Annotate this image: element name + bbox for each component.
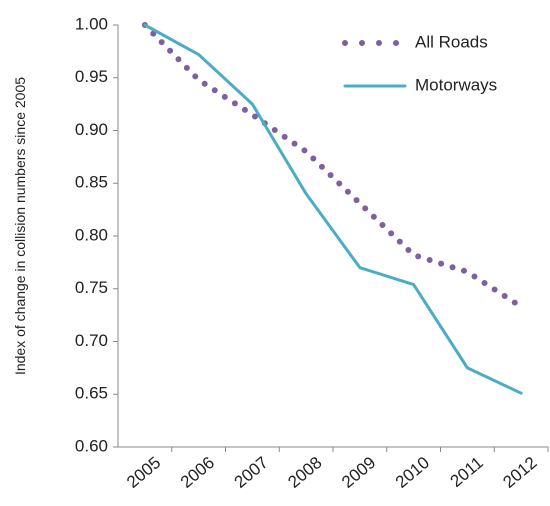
y-tick-label: 1.00 [75,14,108,33]
series-line [141,22,525,310]
x-tick-label: 2010 [392,453,433,492]
x-tick-label: 2009 [338,453,379,492]
x-tick-label: 2007 [231,453,272,492]
legend-label: Motorways [415,75,497,94]
y-tick-label: 0.60 [75,436,108,455]
x-tick-label: 2006 [177,453,218,492]
y-tick-label: 0.70 [75,331,108,350]
legend-label: All Roads [415,32,488,51]
series-line [143,23,523,395]
y-tick-label: 0.95 [75,67,108,86]
x-tick-label: 2008 [284,453,325,492]
x-tick-label: 2012 [499,453,540,492]
y-tick-label: 0.65 [75,384,108,403]
x-tick-label: 2005 [123,453,164,492]
x-tick-label: 2011 [447,453,487,491]
y-tick-label: 0.85 [75,173,108,192]
y-tick-label: 0.75 [75,278,108,297]
y-tick-label: 0.80 [75,225,108,244]
y-tick-label: 0.90 [75,120,108,139]
